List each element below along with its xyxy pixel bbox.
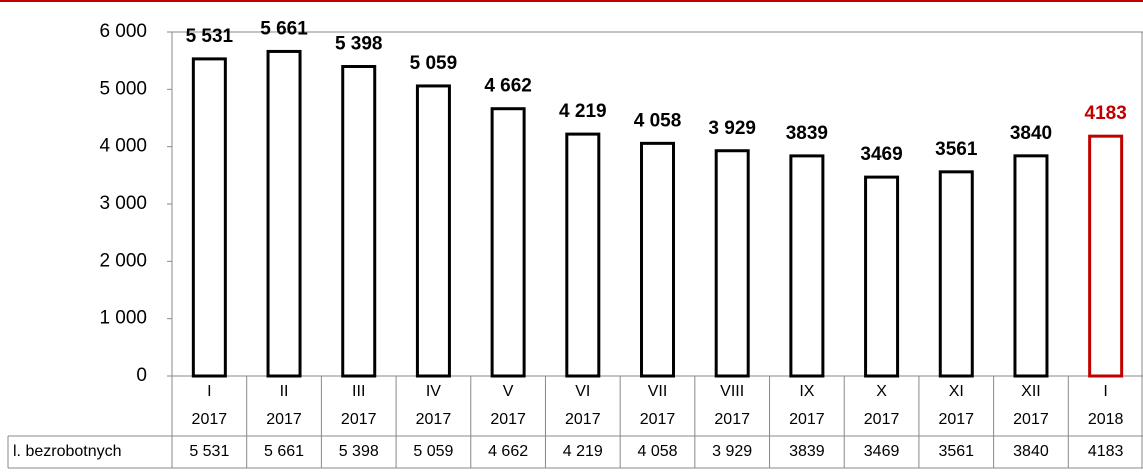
table-value: 4183 <box>1088 443 1124 460</box>
y-tick-label: 2 000 <box>99 250 147 271</box>
bar <box>341 65 377 378</box>
table-value: 4 219 <box>563 443 603 460</box>
x-tick-label: V <box>503 383 514 400</box>
x-tick-label: 2017 <box>565 411 601 428</box>
x-tick-label: X <box>876 383 887 400</box>
data-label: 5 661 <box>260 18 308 39</box>
x-tick-label: 2017 <box>864 411 900 428</box>
data-label: 5 531 <box>186 26 234 47</box>
x-tick-label: 2017 <box>192 411 228 428</box>
bar <box>714 149 750 378</box>
bar <box>1013 154 1049 378</box>
x-tick-label: I <box>1103 383 1107 400</box>
y-tick-label: 1 000 <box>99 308 147 329</box>
x-tick-label: VIII <box>720 383 744 400</box>
y-tick-label: 4 000 <box>99 136 147 157</box>
x-tick-label: XII <box>1021 383 1041 400</box>
x-tick-label: 2017 <box>266 411 302 428</box>
table-value: 5 398 <box>339 443 379 460</box>
table-value: 3 929 <box>712 443 752 460</box>
y-tick-label: 3 000 <box>99 193 147 214</box>
x-tick-label: VII <box>648 383 668 400</box>
x-tick-label: IX <box>799 383 814 400</box>
table-value: 3840 <box>1013 443 1049 460</box>
data-label: 4183 <box>1085 103 1127 124</box>
x-tick-label: 2017 <box>416 411 452 428</box>
data-label: 4 662 <box>484 76 532 97</box>
data-label: 3 929 <box>708 118 756 139</box>
table-value: 5 059 <box>413 443 453 460</box>
bar <box>191 57 227 378</box>
table-value: 3469 <box>864 443 900 460</box>
table-value: 5 661 <box>264 443 304 460</box>
x-tick-label: III <box>352 383 365 400</box>
bar <box>490 107 526 378</box>
x-tick-label: 2017 <box>341 411 377 428</box>
legend-label: l. bezrobotnych <box>13 443 122 460</box>
x-tick-label: VI <box>575 383 590 400</box>
table-value: 4 058 <box>637 443 677 460</box>
data-label: 3840 <box>1010 123 1052 144</box>
data-label: 5 398 <box>335 34 383 55</box>
table-value: 4 662 <box>488 443 528 460</box>
table-value: 3839 <box>789 443 825 460</box>
bar <box>864 175 900 378</box>
x-tick-label: II <box>280 383 289 400</box>
x-tick-label: I <box>207 383 211 400</box>
y-tick-label: 0 <box>136 365 147 386</box>
bar <box>266 49 302 378</box>
bar <box>565 132 601 378</box>
table-value: 5 531 <box>189 443 229 460</box>
data-label: 5 059 <box>410 53 458 74</box>
data-label: 3839 <box>786 123 828 144</box>
bar <box>938 170 974 378</box>
data-label: 4 058 <box>634 110 682 131</box>
x-tick-label: IV <box>426 383 441 400</box>
x-tick-label: 2018 <box>1088 411 1124 428</box>
data-label: 3469 <box>860 144 902 165</box>
x-tick-label: 2017 <box>1013 411 1049 428</box>
bar <box>415 84 451 378</box>
bar <box>640 141 675 378</box>
x-tick-label: 2017 <box>938 411 974 428</box>
y-tick-label: 6 000 <box>99 21 147 42</box>
x-tick-label: 2017 <box>490 411 526 428</box>
bar <box>789 154 825 378</box>
x-tick-label: XI <box>949 383 964 400</box>
data-label: 3561 <box>935 139 978 160</box>
x-tick-label: 2017 <box>714 411 750 428</box>
x-tick-label: 2017 <box>789 411 825 428</box>
bar <box>1088 134 1124 378</box>
y-tick-label: 5 000 <box>99 78 147 99</box>
x-tick-label: 2017 <box>640 411 676 428</box>
data-label: 4 219 <box>559 101 607 122</box>
table-value: 3561 <box>938 443 974 460</box>
